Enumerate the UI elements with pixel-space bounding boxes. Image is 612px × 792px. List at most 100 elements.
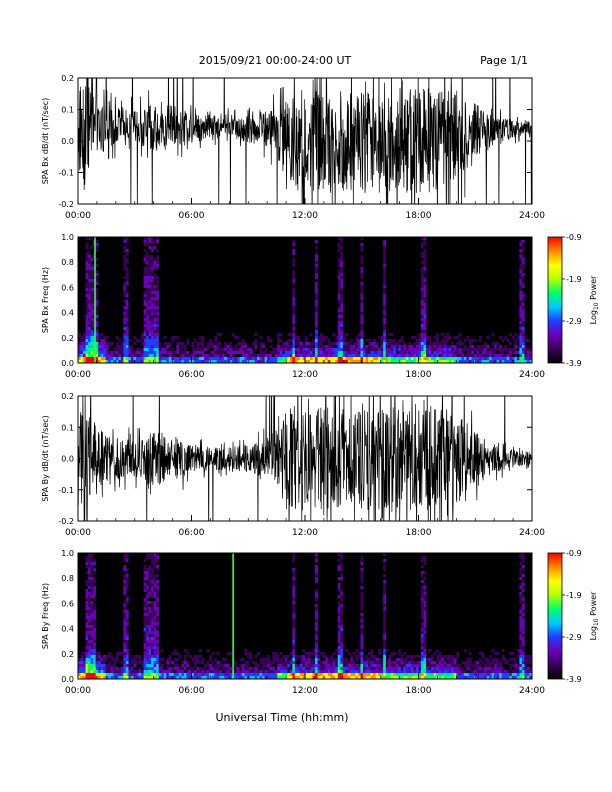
spectrogram-cell bbox=[156, 607, 160, 611]
spectrogram-cell bbox=[239, 604, 243, 608]
spectrogram-cell bbox=[463, 255, 467, 259]
spectrogram-cell bbox=[95, 345, 99, 349]
spectrogram-cell bbox=[292, 315, 296, 319]
spectrogram-cell bbox=[274, 637, 278, 641]
spectrogram-cell bbox=[80, 255, 84, 259]
spectrogram-cell bbox=[95, 258, 99, 262]
spectrogram-cell bbox=[148, 643, 152, 647]
spectrogram-cell bbox=[499, 354, 503, 358]
spectrogram-cell bbox=[120, 676, 124, 680]
spectrogram-cell bbox=[241, 279, 245, 283]
spectrogram-cell bbox=[166, 333, 170, 337]
spectrogram-cell bbox=[115, 619, 119, 623]
spectrogram-cell bbox=[143, 315, 147, 319]
spectrogram-cell bbox=[173, 237, 177, 241]
spectrogram-cell bbox=[383, 237, 387, 241]
spectrogram-cell bbox=[327, 339, 331, 343]
spectrogram-cell bbox=[194, 351, 197, 355]
spectrogram-cell bbox=[148, 318, 152, 322]
spectrogram-cell bbox=[219, 351, 223, 355]
spectrogram-cell bbox=[214, 676, 218, 680]
spectrogram-cell bbox=[428, 240, 432, 244]
spectrogram-cell bbox=[158, 348, 162, 352]
spectrogram-cell bbox=[143, 258, 147, 262]
spectrogram-cell bbox=[156, 291, 160, 295]
spectrogram-cell bbox=[125, 345, 129, 349]
spectrogram-cell bbox=[423, 339, 427, 343]
spectrogram-cell bbox=[183, 670, 187, 674]
spectrogram-cell bbox=[307, 676, 311, 680]
spectrogram-cell bbox=[393, 294, 397, 298]
spectrogram-cell bbox=[123, 637, 127, 641]
spectrogram-cell bbox=[239, 607, 243, 611]
spectrogram-cell bbox=[88, 637, 91, 641]
spectrogram-cell bbox=[380, 333, 384, 337]
spectrogram-cell bbox=[292, 306, 296, 310]
spectrogram-cell bbox=[315, 601, 318, 605]
spectrogram-cell bbox=[181, 673, 185, 677]
spectrogram-cell bbox=[181, 559, 185, 563]
spectrogram-cell bbox=[284, 667, 288, 671]
spectrogram-cell bbox=[355, 631, 359, 635]
spectrogram-cell bbox=[85, 246, 89, 250]
spectrogram-cell bbox=[347, 324, 351, 328]
spectrogram-cell bbox=[489, 351, 492, 355]
spectrogram-cell bbox=[521, 273, 525, 277]
spectrogram-cell bbox=[219, 318, 223, 322]
spectrogram-cell bbox=[88, 625, 91, 629]
spectrogram-cell bbox=[337, 625, 341, 629]
spectrogram-cell bbox=[332, 354, 336, 358]
spectrogram-cell bbox=[83, 351, 86, 355]
spectrogram-cell bbox=[123, 270, 127, 274]
spectrogram-cell bbox=[166, 676, 170, 680]
spectrogram-cell bbox=[299, 664, 303, 668]
spectrogram-cell bbox=[115, 354, 119, 358]
spectrogram-cell bbox=[468, 354, 472, 358]
spectrogram-cell bbox=[103, 360, 107, 364]
spectrogram-cell bbox=[146, 574, 149, 578]
spectrogram-cell bbox=[375, 667, 379, 671]
spectrogram-cell bbox=[363, 267, 366, 271]
spectrogram-cell bbox=[521, 360, 525, 364]
spectrogram-cell bbox=[166, 577, 170, 581]
spectrogram-cell bbox=[398, 357, 402, 361]
spectrogram-cell bbox=[171, 333, 175, 337]
spectrogram-cell bbox=[345, 664, 349, 668]
spectrogram-cell bbox=[335, 625, 339, 629]
spectrogram-cell bbox=[148, 333, 152, 337]
spectrogram-cell bbox=[383, 258, 387, 262]
spectrogram-cell bbox=[221, 306, 225, 310]
spectrogram-cell bbox=[368, 285, 371, 289]
spectrogram-cell bbox=[85, 303, 89, 307]
spectrogram-cell bbox=[118, 360, 122, 364]
spectrogram-cell bbox=[315, 306, 318, 310]
spectrogram-cell bbox=[423, 336, 427, 340]
spectrogram-cell bbox=[365, 348, 369, 352]
spectrogram-cell bbox=[426, 351, 429, 355]
spectrogram-cell bbox=[148, 607, 152, 611]
spectrogram-cell bbox=[246, 670, 250, 674]
spectrogram-cell bbox=[176, 354, 180, 358]
spectrogram-cell bbox=[214, 336, 218, 340]
spectrogram-cell bbox=[123, 360, 127, 364]
spectrogram-cell bbox=[156, 613, 160, 617]
spectrogram-cell bbox=[388, 339, 392, 343]
spectrogram-cell bbox=[156, 601, 160, 605]
spectrogram-cell bbox=[264, 661, 268, 665]
spectrogram-cell bbox=[148, 330, 152, 334]
spectrogram-cell bbox=[360, 670, 364, 674]
spectrogram-cell bbox=[88, 598, 91, 602]
spectrogram-cell bbox=[188, 354, 192, 358]
spectrogram-cell bbox=[327, 622, 331, 626]
spectrogram-cell bbox=[216, 664, 220, 668]
spectrogram-cell bbox=[292, 312, 296, 316]
spectrogram-cell bbox=[463, 339, 467, 343]
spectrogram-cell bbox=[524, 306, 528, 310]
spectrogram-cell bbox=[511, 348, 515, 352]
spectrogram-cell bbox=[206, 354, 210, 358]
spectrogram-cell bbox=[146, 339, 149, 343]
spectrogram-cell bbox=[466, 246, 470, 250]
spectrogram-cell bbox=[504, 336, 508, 340]
spectrogram-cell bbox=[186, 336, 190, 340]
spectrogram-cell bbox=[325, 336, 328, 340]
